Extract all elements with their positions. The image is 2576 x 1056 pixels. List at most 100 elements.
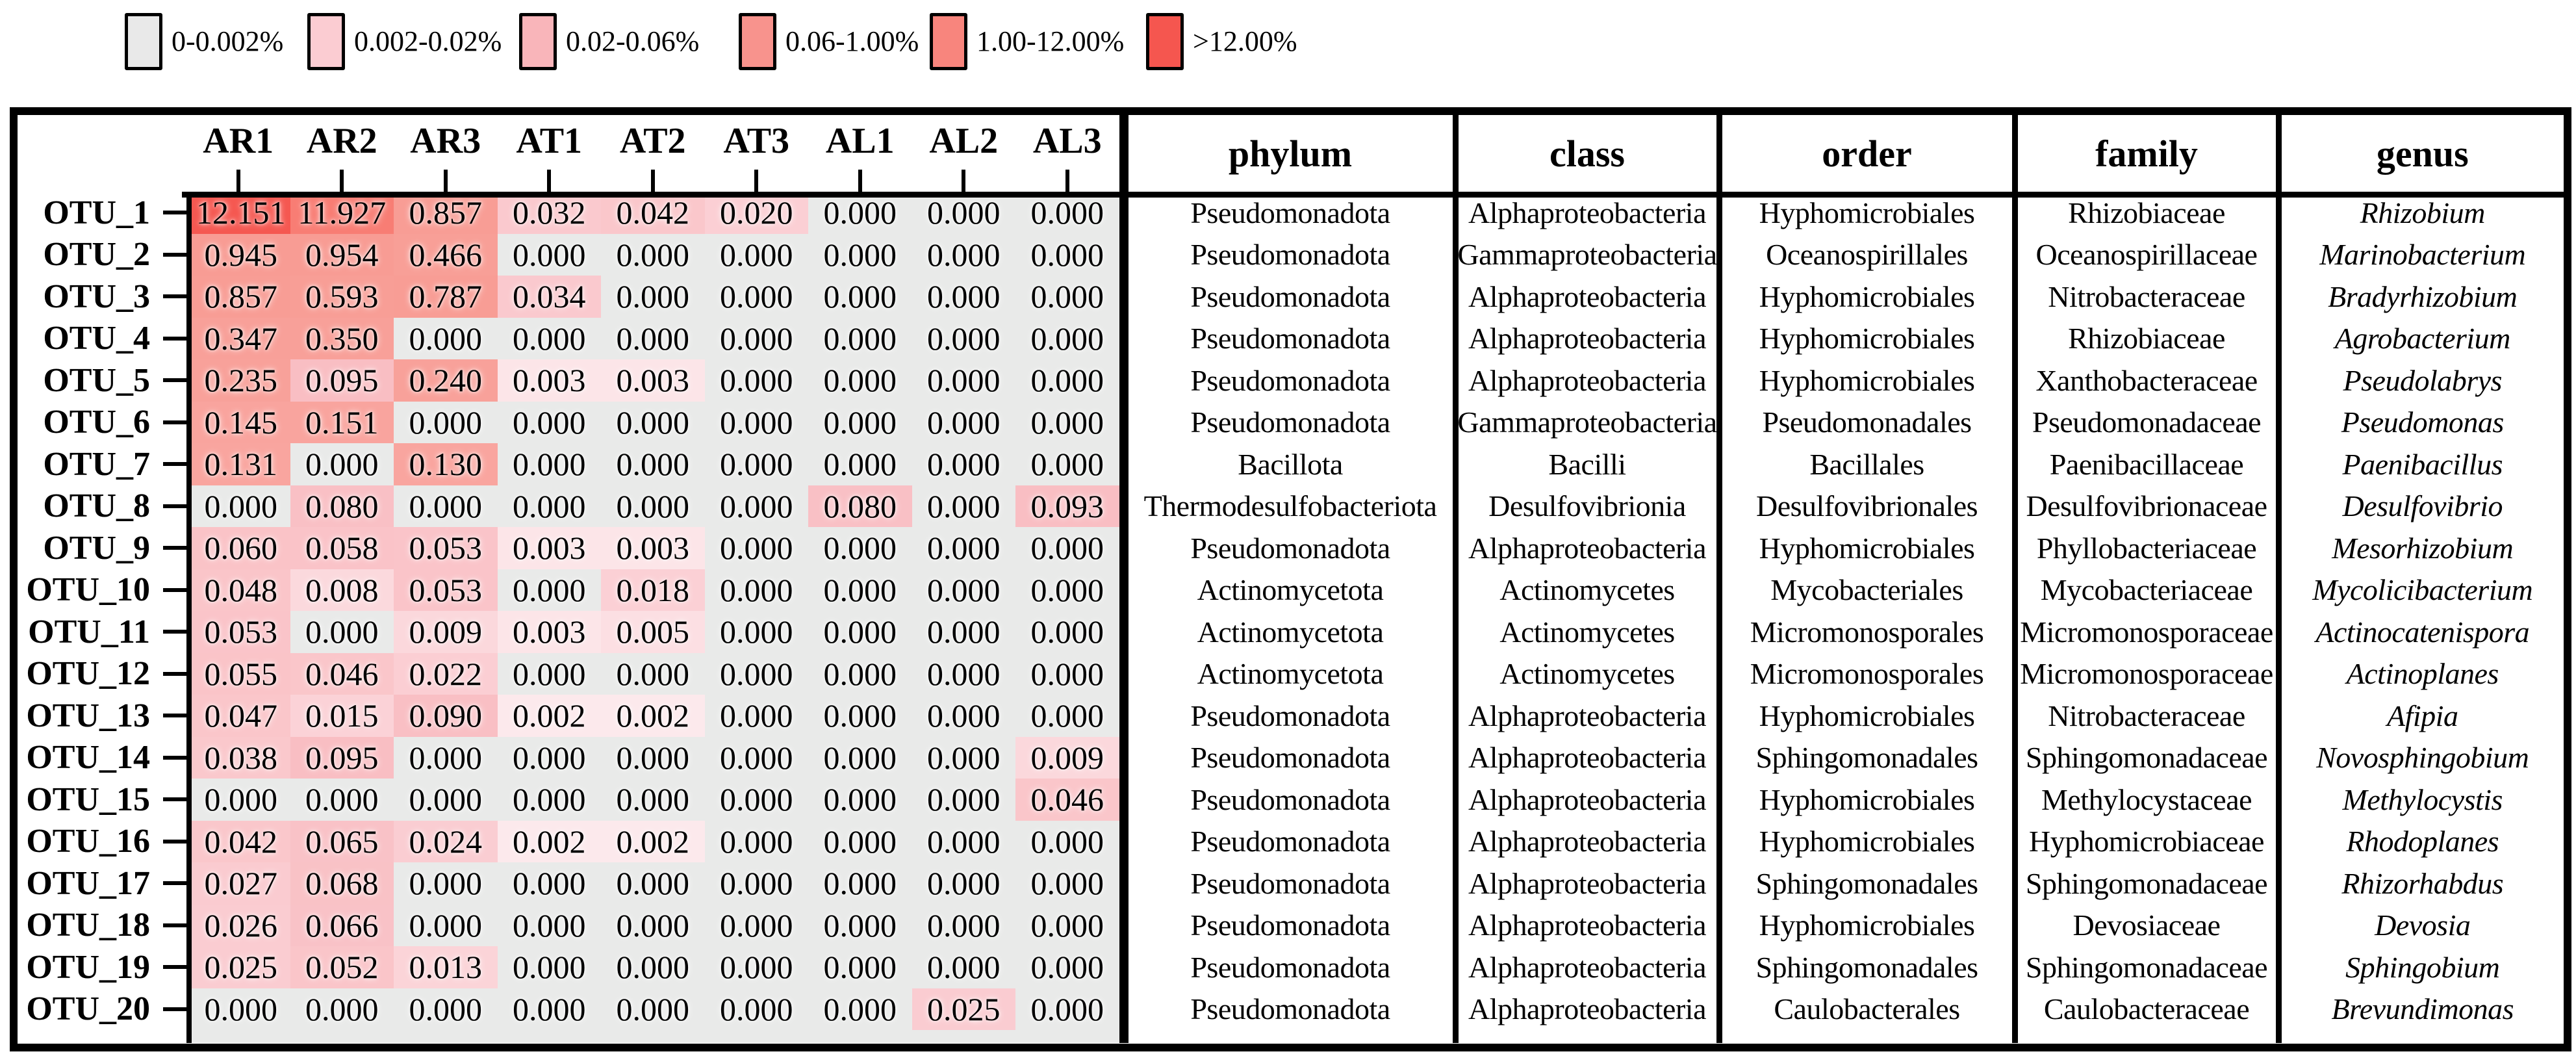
heatmap-cell: 0.009 [394,611,498,653]
heatmap-cell-label: 0.000 [720,949,793,986]
heatmap-cell-label: 0.053 [204,613,278,650]
heatmap-cell: 0.005 [601,611,705,653]
taxonomy-cell-genus-label: Bradyrhizobium [2328,279,2518,313]
heatmap-cell: 0.000 [290,988,394,1030]
heatmap-cell-label: 0.000 [409,865,483,902]
filler-tax-cell [2011,1030,2276,1043]
taxonomy-cell-order-label: Micromonosporales [1750,615,1984,649]
heatmap-cell: 0.000 [1015,359,1119,402]
taxonomy-cell-phylum-label: Pseudomonadota [1190,322,1390,355]
taxonomy-cell-genus: Methylocystis [2275,779,2564,821]
heatmap-cell: 0.000 [912,904,1015,946]
heatmap-cell-label: 0.003 [513,613,586,650]
heatmap-cell: 0.008 [290,569,394,611]
taxonomy-cell-genus-label: Rhodoplanes [2346,825,2499,858]
heatmap-cell-label: 0.000 [720,655,793,692]
heatmap-cell: 0.003 [601,359,705,402]
taxonomy-cell-family-label: Sphingomonadaceae [2025,950,2268,984]
heatmap-cell: 0.000 [808,904,912,946]
heatmap-cell-label: 0.000 [513,404,586,441]
legend-range-label: 1.00-12.00% [976,25,1125,57]
legend-swatch-icon [307,13,345,70]
otu-row-label-label: OTU_2 [43,236,150,274]
taxonomy-cell-family: Pseudomonadaceae [2011,401,2276,443]
heatmap-cell-label: 0.000 [616,907,690,944]
heatmap-cell: 0.000 [601,779,705,821]
taxonomy-cell-class: Alphaproteobacteria [1452,317,1716,359]
column-axis-tick [650,170,655,192]
heatmap-cell-label: 0.000 [616,865,690,902]
heatmap-cell: 0.055 [186,652,290,695]
heatmap-cell-label: 0.068 [305,865,379,902]
heatmap-cell-label: 0.000 [823,404,897,441]
heatmap-cell: 0.954 [290,233,394,276]
taxonomy-cell-class-label: Alphaproteobacteria [1468,322,1706,355]
heatmap-cell-label: 0.945 [204,236,278,273]
heatmap-cell: 0.003 [497,527,601,569]
column-axis-tick [858,170,862,192]
heatmap-cell-label: 0.053 [409,530,483,567]
heatmap-cell: 0.000 [601,401,705,443]
heatmap-cell: 0.000 [912,233,1015,276]
heatmap-cell: 0.000 [186,988,290,1030]
taxonomy-cell-phylum-label: Bacillota [1238,447,1343,481]
heatmap-cell-label: 0.000 [720,571,793,608]
taxonomy-cell-order: Sphingomonadales [1716,736,2012,779]
heatmap-cell-label: 0.000 [720,362,793,399]
heatmap-cell-label: 0.000 [927,278,1001,315]
taxonomy-cell-class: Desulfovibrionia [1452,485,1716,527]
heatmap-cell: 0.000 [808,443,912,485]
taxonomy-cell-order: Hyphomicrobiales [1716,317,2012,359]
taxonomy-cell-genus-label: Pseudolabrys [2343,363,2503,397]
otu-row-label: OTU_16 [18,820,186,862]
taxonomy-cell-genus: Novosphingobium [2275,736,2564,779]
taxonomy-cell-order: Bacillales [1716,443,2012,485]
heatmap-cell-label: 0.000 [720,320,793,357]
taxonomy-cell-genus-label: Rhizobium [2360,196,2486,229]
filler-tax-cell [2275,1030,2564,1043]
taxonomy-cell-family-label: Micromonosporaceae [2020,657,2273,691]
taxonomy-cell-family: Sphingomonadaceae [2011,736,2276,779]
heatmap-cell: 0.000 [394,904,498,946]
otu-row-label-label: OTU_4 [43,320,150,357]
heatmap-cell-label: 0.000 [720,613,793,650]
heatmap-cell: 0.000 [601,317,705,359]
taxonomy-cell-phylum-label: Pseudomonadota [1190,699,1390,732]
heatmap-cell: 0.000 [290,779,394,821]
heatmap-cell-label: 0.020 [720,194,793,231]
taxonomy-cell-phylum-label: Pseudomonadota [1190,782,1390,816]
heatmap-cell-label: 0.000 [823,194,897,231]
heatmap-cell: 0.000 [497,401,601,443]
heatmap-cell: 0.053 [394,569,498,611]
heatmap-cell: 0.000 [704,904,808,946]
heatmap-cell: 0.145 [186,401,290,443]
taxonomy-cell-phylum: Pseudomonadota [1119,695,1453,737]
taxonomy-cell-family: Sphingomonadaceae [2011,862,2276,905]
taxonomy-cell-order-label: Caulobacterales [1774,992,1960,1026]
taxonomy-cell-genus: Devosia [2275,904,2564,946]
taxonomy-cell-genus-label: Paenibacillus [2342,447,2503,481]
taxonomy-cell-phylum-label: Pseudomonadota [1190,531,1390,565]
heatmap-cell-label: 0.240 [409,362,483,399]
taxonomy-cell-family-label: Devosiaceae [2072,908,2221,942]
heatmap-cell: 0.058 [290,527,394,569]
taxonomy-column-header-genus: genus [2275,115,2564,192]
taxonomy-cell-class-label: Alphaproteobacteria [1468,196,1706,229]
heatmap-cell: 0.000 [704,443,808,485]
heatmap-cell-label: 0.000 [1030,236,1104,273]
taxonomy-cell-genus-label: Rhizorhabdus [2341,866,2504,900]
taxonomy-cell-phylum-label: Thermodesulfobacteriota [1143,489,1437,523]
taxonomy-cell-order: Oceanospirillales [1716,233,2012,276]
taxonomy-cell-family: Nitrobacteraceae [2011,276,2276,318]
taxonomy-cell-family: Hyphomicrobiaceae [2011,820,2276,862]
heatmap-cell-label: 0.000 [720,530,793,567]
heatmap-cell-label: 0.000 [1030,865,1104,902]
heatmap-cell: 0.053 [186,611,290,653]
heatmap-cell-label: 0.857 [409,194,483,231]
taxonomy-cell-family: Devosiaceae [2011,904,2276,946]
heatmap-cell: 0.000 [912,527,1015,569]
heatmap-cell: 0.000 [912,652,1015,695]
heatmap-cell-label: 0.000 [927,194,1001,231]
taxonomy-cell-family-label: Paenibacillaceae [2049,447,2244,481]
